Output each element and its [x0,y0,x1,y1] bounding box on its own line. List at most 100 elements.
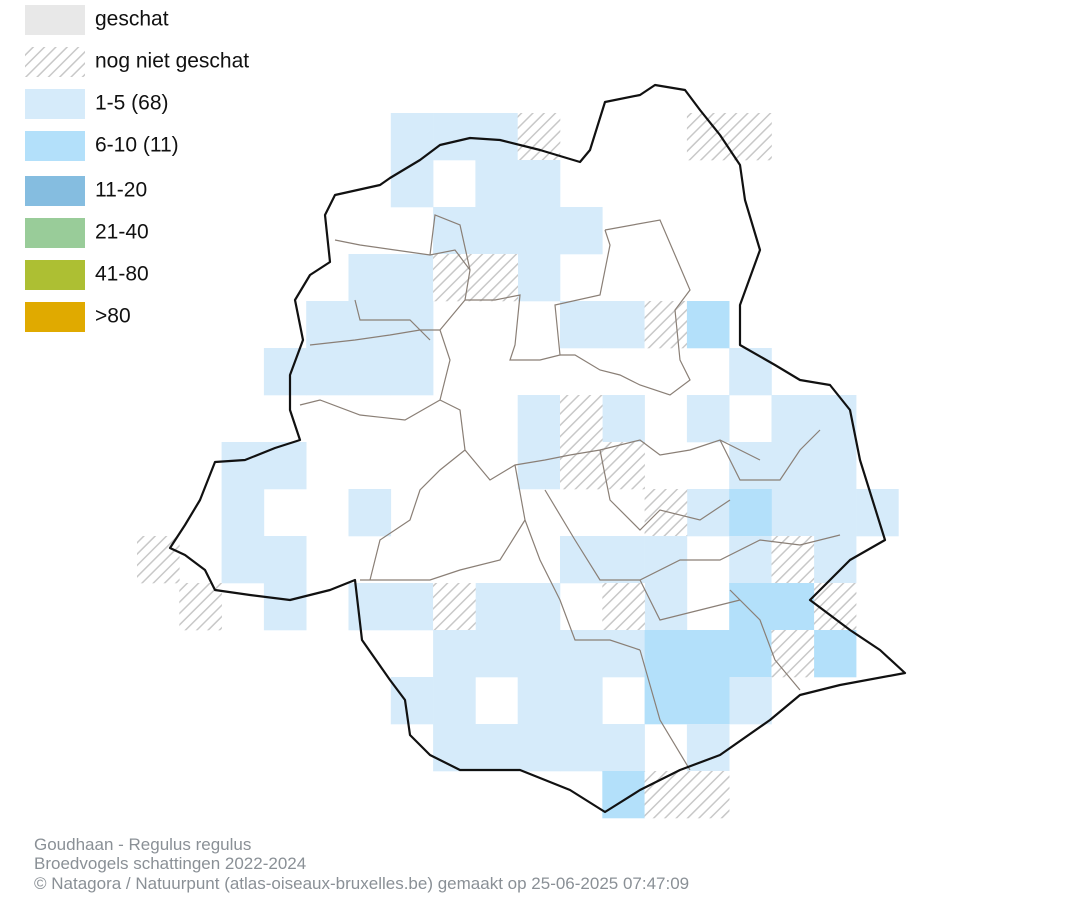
grid-cell [602,442,645,490]
grid-cell [729,442,772,490]
legend-swatch [25,131,85,161]
legend-label: 1-5 (68) [95,92,169,115]
grid-cell [644,583,688,631]
grid-cell [644,630,688,678]
grid-cell [475,724,518,772]
grid-cells [137,113,899,819]
grid-cell [306,348,349,396]
grid-cell [644,771,688,819]
grid-cell [686,771,730,819]
grid-cell [771,442,815,490]
grid-cell [433,724,476,772]
grid-cell [263,536,307,584]
grid-cell [602,583,645,631]
grid-cell [390,677,434,725]
grid-cell [813,583,857,631]
grid-cell [390,113,434,161]
legend-label: >80 [95,305,131,328]
legend-swatch [25,302,85,332]
grid-cell [686,301,730,349]
grid-cell [221,489,265,537]
grid-cell [813,395,857,443]
grid-cell [433,113,476,161]
grid-cell [517,630,561,678]
grid-cell [771,630,815,678]
municipality-borders [299,214,841,771]
grid-cell [813,489,857,537]
grid-cell [517,207,561,255]
grid-cell [517,583,561,631]
grid-cell [729,536,772,584]
grid-cell [390,583,434,631]
grid-cell [433,583,476,631]
legend-label: 6-10 (11) [95,134,179,157]
grid-cell [602,724,645,772]
grid-cell [602,536,645,584]
grid-cell [475,160,518,208]
grid-cell [517,724,561,772]
legend-label: nog niet geschat [95,50,249,73]
grid-cell [560,442,603,490]
grid-cell [560,536,603,584]
grid-cell [771,583,815,631]
grid-cell [517,254,561,302]
grid-cell [686,724,730,772]
grid-cell [560,395,603,443]
grid-cell [390,301,434,349]
grid-cell [686,677,730,725]
grid-cell [517,442,561,490]
footer-credit: © Natagora / Natuurpunt (atlas-oiseaux-b… [34,874,689,893]
grid-cell [348,583,392,631]
grid-cell [475,207,518,255]
legend: geschat nog niet geschat 1-5 (68) 6-10 (11)… [25,5,249,332]
grid-cell [433,630,476,678]
grid-cell [686,489,730,537]
grid-cell [644,677,688,725]
grid-cell [644,301,688,349]
grid-cell [560,677,603,725]
grid-cell [348,348,392,396]
legend-label: geschat [95,8,169,31]
legend-swatch [25,218,85,248]
grid-cell [602,771,645,819]
footer-species: Goudhaan - Regulus regulus [34,835,251,854]
grid-cell [560,301,603,349]
grid-cell [475,254,518,302]
legend-swatch [25,5,85,35]
footer-subtitle: Broedvogels schattingen 2022-2024 [34,854,306,873]
grid-cell [686,395,730,443]
legend-swatch [25,89,85,119]
grid-cell [560,207,603,255]
legend-label: 41-80 [95,263,149,286]
grid-cell [686,630,730,678]
grid-cell [560,724,603,772]
grid-cell [390,348,434,396]
grid-cell [475,113,518,161]
grid-cell [221,442,265,490]
grid-cell [348,301,392,349]
grid-cell [433,677,476,725]
grid-cell [433,207,476,255]
grid-cell [517,677,561,725]
legend-swatch [25,260,85,290]
legend-label: 21-40 [95,221,149,244]
legend-label: 11-20 [95,179,147,202]
grid-cell [771,395,815,443]
grid-cell [517,160,561,208]
grid-cell [602,395,645,443]
legend-swatch [25,47,85,77]
grid-cell [475,583,518,631]
grid-cell [517,395,561,443]
legend-swatch [25,176,85,206]
grid-cell [602,301,645,349]
grid-cell [221,536,265,584]
grid-cell [602,630,645,678]
grid-cell [729,113,772,161]
grid-cell [263,583,307,631]
grid-cell [390,160,434,208]
grid-cell [729,583,772,631]
grid-cell [729,630,772,678]
grid-cell [306,301,349,349]
grid-cell [475,630,518,678]
